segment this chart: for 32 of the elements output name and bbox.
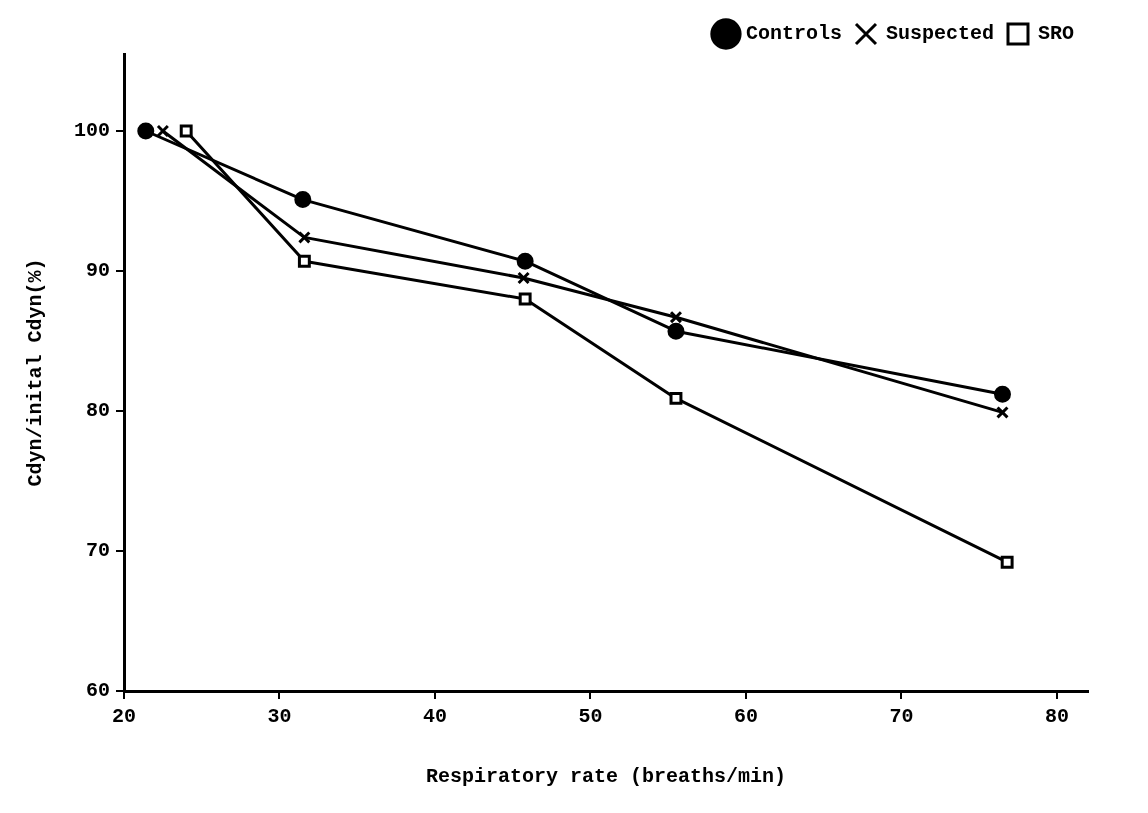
x-tick-label: 40 xyxy=(422,705,447,729)
point xyxy=(516,252,534,270)
point xyxy=(156,124,170,138)
x-tick-label: 30 xyxy=(267,705,292,729)
point xyxy=(179,124,193,138)
y-tick-label: 80 xyxy=(85,399,111,423)
y-tick-label: 60 xyxy=(85,679,111,703)
legend-label: SRO xyxy=(1037,22,1075,46)
legend-label: Controls xyxy=(745,22,842,46)
y-tick-label: 90 xyxy=(85,259,111,283)
point xyxy=(669,310,683,324)
point xyxy=(517,271,531,285)
y-tick-label: 70 xyxy=(85,539,111,563)
x-tick-label: 70 xyxy=(889,705,914,729)
y-axis-title: Cdyn/inital Cdyn(%) xyxy=(24,258,48,487)
x-tick-label: 50 xyxy=(578,705,603,729)
point xyxy=(137,122,155,140)
y-tick-label: 100 xyxy=(73,119,111,143)
point xyxy=(996,405,1009,419)
point xyxy=(1000,555,1014,569)
x-tick-label: 60 xyxy=(733,705,758,729)
point xyxy=(667,322,685,340)
point xyxy=(297,254,311,268)
x-tick-label: 20 xyxy=(112,705,137,729)
x-axis-title: Respiratory rate (breaths/min) xyxy=(425,765,787,789)
point xyxy=(518,292,532,306)
point xyxy=(294,191,312,209)
point xyxy=(297,230,311,244)
legend-label: Suspected xyxy=(885,22,995,46)
x-tick-label: 80 xyxy=(1044,705,1069,729)
point xyxy=(669,391,683,405)
point xyxy=(993,385,1011,403)
